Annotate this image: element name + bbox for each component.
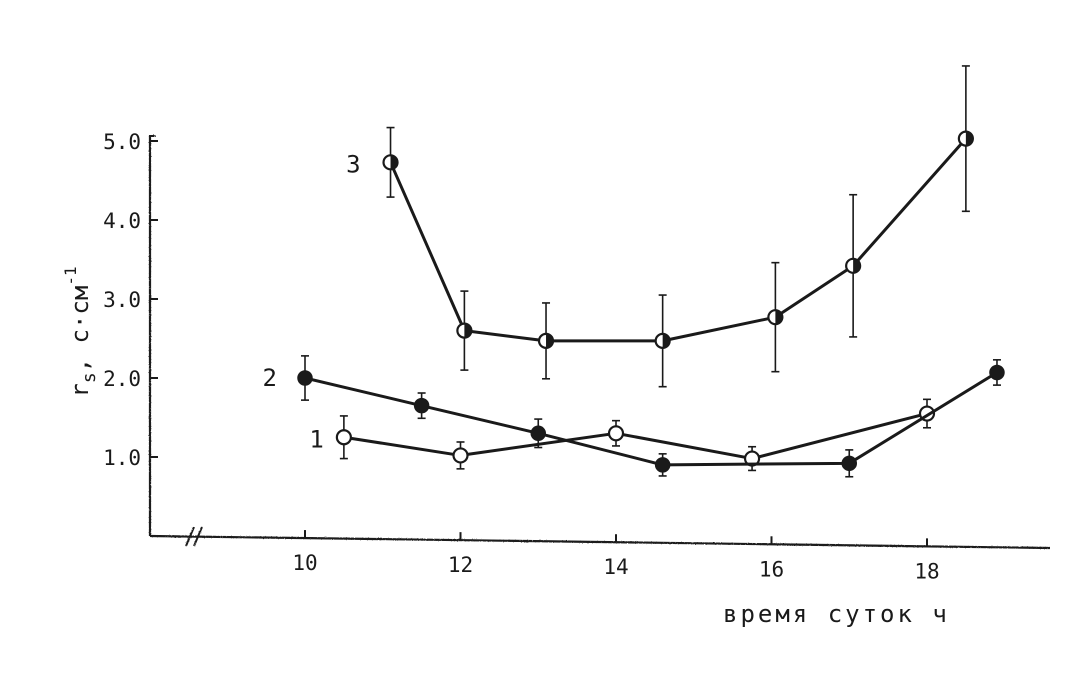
y-tick-label: 4.0 [103, 209, 141, 233]
y-tick-label: 2.0 [103, 367, 141, 391]
data-point [957, 130, 974, 147]
series-3: 3 [346, 65, 974, 388]
series-label: 1 [309, 425, 323, 453]
axes [148, 135, 1051, 550]
x-tick-label: 12 [448, 553, 473, 577]
data-point [767, 309, 784, 326]
y-axis-title-main: r [66, 383, 94, 397]
x-tick-label: 14 [603, 555, 628, 579]
y-axis-title-rest: , с·см [66, 286, 94, 373]
y-axis-title: rs, с·см-1 [61, 266, 100, 397]
y-tick-label: 1.0 [103, 446, 141, 470]
series-2: 2 [263, 355, 1005, 478]
data-point-fill [390, 155, 398, 170]
data-point [452, 447, 469, 464]
data-point [382, 154, 399, 171]
x-axis-ticks: 10 12 14 16 18 [292, 530, 940, 583]
data-point [537, 332, 555, 349]
axis-break-mark [185, 526, 203, 547]
series-1: 1 [309, 398, 936, 472]
y-axis-ticks: 1.0 2.0 3.0 4.0 5.0 [103, 130, 158, 470]
x-tick-label: 10 [292, 551, 317, 575]
data-point [607, 425, 625, 442]
data-point-fill [464, 323, 472, 338]
data-point-fill [546, 333, 554, 348]
y-tick-label: 3.0 [103, 288, 141, 312]
series-line [343, 412, 928, 461]
series-line [389, 137, 967, 343]
series-label: 2 [263, 364, 277, 392]
data-point [654, 457, 671, 473]
y-tick-label: 5.0 [103, 130, 141, 154]
data-point-fill [965, 131, 973, 146]
data-point [297, 370, 313, 386]
x-tick-label: 18 [914, 559, 939, 583]
data-point [413, 397, 430, 414]
series-line [304, 371, 998, 467]
x-tick-label: 16 [759, 557, 784, 581]
data-point [841, 455, 857, 472]
data-point-fill [662, 333, 670, 348]
plot-area: 1 2 3 [263, 65, 1005, 478]
x-axis-title: время суток ч [723, 600, 950, 628]
svg-text:rs, с·см-1: rs, с·см-1 [61, 266, 100, 397]
x-axis-line [149, 534, 1051, 550]
y-axis-title-sup: -1 [61, 266, 80, 285]
data-point [530, 425, 546, 442]
data-point [335, 429, 352, 446]
data-point-fill [853, 258, 861, 273]
data-point-fill [775, 310, 783, 325]
data-point [845, 257, 862, 274]
data-point [654, 332, 671, 349]
y-axis-title-sub: s [79, 372, 100, 383]
series-label: 3 [346, 150, 360, 178]
data-point [989, 364, 1005, 381]
data-point [456, 322, 473, 339]
